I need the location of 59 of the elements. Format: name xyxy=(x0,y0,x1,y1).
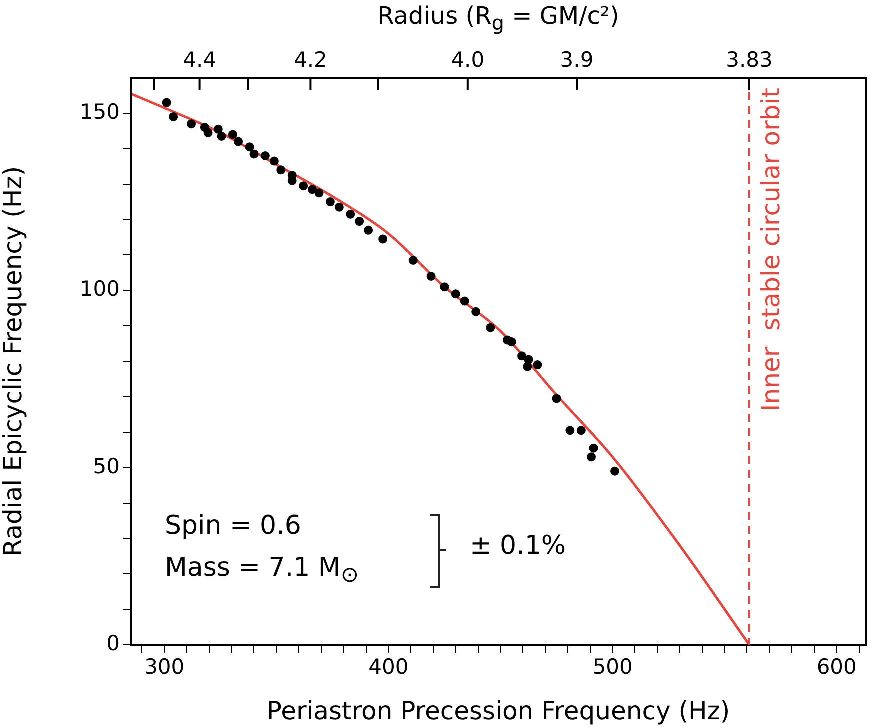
point xyxy=(552,394,562,404)
point xyxy=(440,282,450,292)
ref-line-label: Inner stable circular orbit xyxy=(756,88,786,412)
point xyxy=(270,156,279,166)
point xyxy=(187,120,196,129)
point xyxy=(451,290,460,299)
point xyxy=(234,137,244,146)
point xyxy=(486,323,496,332)
point xyxy=(334,202,344,212)
point xyxy=(204,128,213,138)
y-tick-label: 50 xyxy=(93,454,120,478)
point xyxy=(162,98,172,108)
point xyxy=(426,272,436,281)
annotation: Mass = 7.1 M$_{⊙}$ xyxy=(165,553,359,588)
point xyxy=(250,150,259,159)
point xyxy=(355,217,364,226)
x-tick-label: 500 xyxy=(592,655,633,680)
point xyxy=(169,112,178,122)
point xyxy=(408,256,418,266)
text: 3.9 xyxy=(560,48,594,72)
point xyxy=(314,188,324,198)
y-tick-label: 150 xyxy=(80,100,120,124)
point xyxy=(589,444,598,453)
point xyxy=(228,130,238,140)
annotation: ± 0.1% xyxy=(470,531,566,561)
point xyxy=(364,226,374,235)
annotation: 3.83 xyxy=(726,48,773,72)
point xyxy=(378,234,388,244)
point xyxy=(507,338,516,347)
x2-axis-title: Radius (R$_{g}$ = GM/c²) xyxy=(376,2,620,35)
y-tick-label: 0 xyxy=(106,631,120,656)
point xyxy=(523,362,532,372)
point xyxy=(460,296,470,306)
point xyxy=(217,132,226,141)
point xyxy=(566,426,575,436)
text: 4.2 xyxy=(294,48,328,72)
y-tick-label: 100 xyxy=(80,277,120,302)
point xyxy=(308,185,318,194)
point xyxy=(326,198,335,207)
point xyxy=(576,426,586,436)
point xyxy=(276,166,286,175)
point xyxy=(346,210,356,219)
text: 4.4 xyxy=(183,48,217,72)
point xyxy=(610,466,620,476)
point xyxy=(586,452,596,462)
point xyxy=(260,151,270,160)
x-axis-title: Periastron Precession Frequency (Hz) xyxy=(266,696,730,726)
point xyxy=(533,360,542,370)
y-axis-title: Radial Epicyclic Frequency (Hz) xyxy=(0,166,28,557)
annotation: Spin = 0.6 xyxy=(165,511,302,541)
text: 4.0 xyxy=(451,48,485,72)
x-tick-label: 400 xyxy=(368,655,409,680)
point xyxy=(299,182,308,191)
x-tick-label: 300 xyxy=(144,655,185,680)
point xyxy=(518,352,527,361)
point xyxy=(245,142,254,152)
point xyxy=(214,124,223,134)
x-tick-label: 600 xyxy=(816,655,857,680)
point xyxy=(472,307,481,316)
